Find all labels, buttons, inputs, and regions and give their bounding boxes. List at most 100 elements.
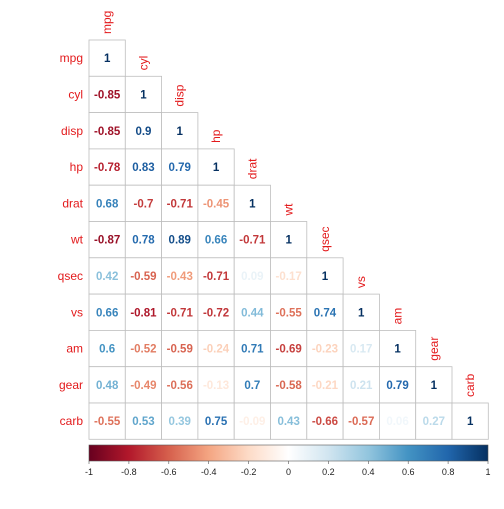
cell-vs-mpg [88,293,126,331]
coef-label-qsec-mpg: 0.42 [96,271,118,283]
cell-wt-disp [161,221,199,259]
coef-label-hp-hp: 1 [213,162,220,174]
cell-carb-cyl [124,402,163,440]
coef-label-wt-cyl: 0.78 [132,235,155,247]
cell-carb-mpg [88,402,126,440]
cell-gear-gear [415,366,453,404]
colorbar-tick-label: -0.6 [161,467,177,477]
col-label-mpg: mpg [100,11,114,34]
col-label-drat: drat [245,158,259,179]
cell-gear-drat [233,366,271,404]
cell-wt-drat [233,221,271,259]
col-label-wt: wt [282,203,296,217]
coef-label-qsec-drat: 0.09 [241,271,263,283]
colorbar-tick-label: 0 [286,467,291,477]
cell-am-qsec [306,329,344,368]
coef-label-carb-wt: 0.43 [277,416,299,428]
coef-label-carb-hp: 0.75 [205,416,228,428]
colorbar [88,444,489,462]
coef-label-carb-cyl: 0.53 [132,416,154,428]
coef-label-wt-drat: -0.71 [239,235,266,247]
row-label-wt: wt [70,233,84,247]
cell-am-mpg [88,329,126,368]
cell-gear-am [378,366,417,404]
coef-label-disp-mpg: -0.85 [94,126,121,138]
cell-gear-disp [161,366,199,404]
coef-label-vs-drat: 0.44 [241,307,264,319]
cell-wt-hp [197,221,235,259]
cell-hp-cyl [124,148,163,186]
row-label-qsec: qsec [58,269,83,283]
cell-drat-cyl [124,184,163,222]
cell-am-disp [161,329,199,368]
row-label-disp: disp [61,124,83,138]
cell-gear-hp [197,366,235,404]
row-label-vs: vs [71,305,83,319]
coef-label-disp-cyl: 0.9 [135,126,151,138]
row-label-carb: carb [60,414,84,428]
colorbar-tick-label: -0.8 [121,467,137,477]
colorbar-tick-label: 0.2 [322,467,335,477]
coef-label-carb-carb: 1 [467,416,474,428]
coef-label-qsec-qsec: 1 [322,271,329,283]
col-label-hp: hp [209,129,223,143]
row-label-drat: drat [62,196,83,210]
cell-qsec-cyl [124,257,163,295]
row-label-hp: hp [70,160,84,174]
coef-label-gear-gear: 1 [431,380,438,392]
coef-label-hp-mpg: -0.78 [94,162,121,174]
coef-label-am-vs: 0.17 [350,344,372,356]
cell-hp-hp [197,148,235,186]
coef-label-qsec-cyl: -0.59 [130,271,156,283]
col-label-vs: vs [354,276,368,288]
coef-label-carb-vs: -0.57 [348,416,374,428]
cell-gear-mpg [88,366,126,404]
coef-label-gear-drat: 0.7 [244,380,260,392]
cell-carb-am [378,402,417,440]
cell-qsec-mpg [88,257,126,295]
coef-label-gear-am: 0.79 [386,380,408,392]
coef-label-gear-qsec: -0.21 [312,380,339,392]
cell-wt-mpg [88,221,126,259]
cell-cyl-mpg [88,75,126,114]
coef-label-vs-qsec: 0.74 [314,307,337,319]
colorbar-tick-label: 0.6 [402,467,415,477]
coef-label-am-hp: -0.24 [203,344,230,356]
coef-label-carb-qsec: -0.66 [312,416,338,428]
coef-label-carb-am: 0.06 [386,416,408,428]
coef-label-hp-disp: 0.79 [169,162,191,174]
colorbar-tick-label: 1 [485,467,490,477]
row-label-mpg: mpg [60,51,83,65]
coef-label-am-mpg: 0.6 [99,344,115,356]
coef-label-vs-cyl: -0.81 [130,307,157,319]
cell-am-hp [197,329,235,368]
colorbar-tick-label: -1 [85,467,93,477]
coef-label-am-disp: -0.59 [167,344,193,356]
coef-label-drat-drat: 1 [249,198,256,210]
colorbar-tick-label: 0.8 [442,467,455,477]
cell-carb-carb [451,402,489,440]
coef-label-qsec-disp: -0.43 [167,271,193,283]
coef-label-wt-mpg: -0.87 [94,235,120,247]
cell-gear-vs [342,366,380,404]
coef-label-cyl-cyl: 1 [140,89,147,101]
coef-label-mpg-mpg: 1 [104,53,111,65]
colorbar-tick-label: -0.2 [241,467,257,477]
coef-label-vs-disp: -0.71 [167,307,194,319]
coef-label-am-drat: 0.71 [241,344,264,356]
cell-qsec-qsec [306,257,344,295]
coef-label-carb-drat: -0.09 [239,416,265,428]
coef-label-drat-hp: -0.45 [203,198,230,210]
col-label-cyl: cyl [136,56,150,71]
colorbar-tick-label: 0.4 [362,467,375,477]
col-label-qsec: qsec [318,226,332,251]
row-label-gear: gear [59,378,83,392]
col-label-gear: gear [427,337,441,361]
colorbar-tick-label: -0.4 [201,467,217,477]
cell-am-am [378,329,417,368]
coef-label-drat-disp: -0.71 [167,198,194,210]
coef-label-hp-cyl: 0.83 [132,162,154,174]
coef-label-drat-cyl: -0.7 [134,198,154,210]
cell-mpg-mpg [88,39,126,77]
